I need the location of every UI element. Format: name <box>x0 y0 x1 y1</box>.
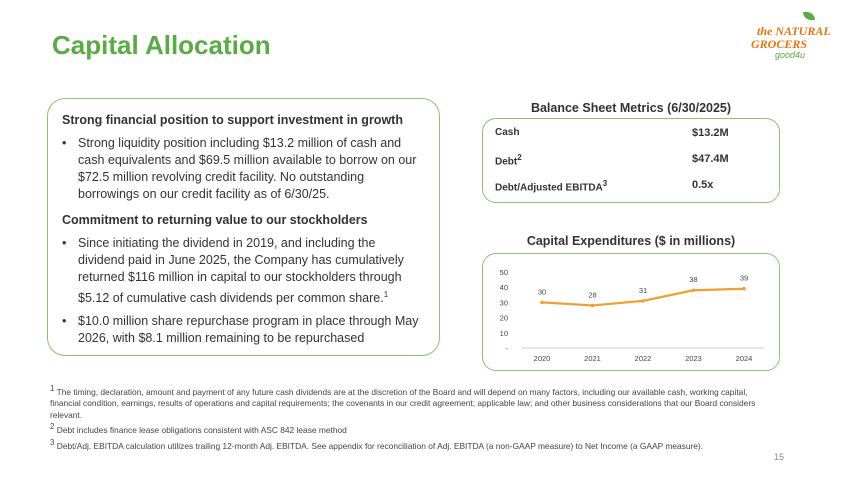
page-title: Capital Allocation <box>52 30 271 60</box>
growth-bullets: Strong liquidity position including $13.… <box>62 135 425 203</box>
page-number: 15 <box>774 452 785 462</box>
chart-title: Capital Expenditures ($ in millions) <box>526 234 736 248</box>
balance-value: $47.4M <box>692 153 729 165</box>
bullet-dividend-text: Since initiating the dividend in 2019, a… <box>78 236 404 306</box>
bullet-repurchase: $10.0 million share repurchase program i… <box>62 313 425 347</box>
x-tick-label: 2021 <box>584 354 601 363</box>
x-tick-label: 2024 <box>736 354 753 363</box>
panel-heading-returns: Commitment to returning value to our sto… <box>62 213 368 227</box>
y-tick-label: - <box>506 344 509 353</box>
footnote-3: 3 Debt/Adj. EBITDA calculation utilizes … <box>50 437 770 452</box>
y-tick-label: 50 <box>500 268 508 277</box>
footnote-ref-2: 2 <box>517 153 522 162</box>
returns-bullets: Since initiating the dividend in 2019, a… <box>62 235 425 347</box>
y-tick-label: 10 <box>500 329 508 338</box>
data-point <box>540 300 544 305</box>
data-label: 31 <box>639 286 647 295</box>
balance-label: Debt <box>495 156 518 168</box>
balance-label: Cash <box>495 127 520 138</box>
footnote-2: 2 Debt includes finance lease obligation… <box>50 421 770 436</box>
footnote-2-text: Debt includes finance lease obligations … <box>54 425 347 436</box>
x-tick-label: 2020 <box>534 354 551 363</box>
data-point <box>590 303 595 308</box>
balance-sheet-card: Cash $13.2M Debt2 $47.4M Debt/Adjusted E… <box>482 118 780 203</box>
balance-label: Debt/Adjusted EBITDA <box>495 182 603 194</box>
balance-row-cash: Cash $13.2M <box>495 127 770 143</box>
data-label: 30 <box>538 287 546 296</box>
chart-card <box>482 253 780 371</box>
x-tick-label: 2022 <box>635 354 652 363</box>
footnote-1-text: The timing, declaration, amount and paym… <box>50 386 756 420</box>
footnote-3-marker: 3 <box>50 437 55 447</box>
balance-sheet-title: Balance Sheet Metrics (6/30/2025) <box>530 101 732 115</box>
footnote-2-marker: 2 <box>50 422 55 432</box>
y-tick-label: 20 <box>500 314 508 323</box>
footnote-3-text: Debt/Adj. EBITDA calculation utilizes tr… <box>54 440 704 451</box>
x-tick-label: 2023 <box>685 354 702 363</box>
footnote-1-marker: 1 <box>50 384 55 393</box>
strategy-panel: Strong financial position to support inv… <box>47 98 440 356</box>
data-point <box>691 288 696 293</box>
panel-heading-growth: Strong financial position to support inv… <box>62 113 403 127</box>
bullet-dividend: Since initiating the dividend in 2019, a… <box>62 235 425 307</box>
data-point <box>742 286 746 291</box>
balance-row-leverage: Debt/Adjusted EBITDA3 0.5x <box>495 179 770 195</box>
footnote-ref-3: 3 <box>602 179 608 188</box>
footnotes: 1 The timing, declaration, amount and pa… <box>50 383 770 452</box>
y-tick-label: 40 <box>500 283 508 292</box>
data-point <box>641 299 645 303</box>
data-label: 39 <box>740 274 748 283</box>
balance-row-debt: Debt2 $47.4M <box>495 153 770 169</box>
footnote-1: 1 The timing, declaration, amount and pa… <box>50 383 770 421</box>
footnote-ref-1: 1 <box>383 290 389 299</box>
logo-line-1: the NATURAL <box>757 24 831 38</box>
logo-line-2: GROCERS <box>751 37 808 51</box>
data-label: 38 <box>689 275 697 284</box>
balance-value: $13.2M <box>692 127 729 139</box>
bullet-liquidity: Strong liquidity position including $13.… <box>62 135 425 203</box>
company-logo: the NATURAL GROCERS good4u <box>745 10 835 65</box>
leaf-icon <box>803 12 815 20</box>
y-tick-label: 30 <box>500 298 508 307</box>
balance-value: 0.5x <box>692 179 714 191</box>
logo-line-3: good4u <box>775 50 806 60</box>
capex-line-chart: - 10 20 30 40 50 2020 2021 2022 2023 2024 30 28 31 38 3… <box>500 268 764 363</box>
data-label: 28 <box>588 290 596 299</box>
